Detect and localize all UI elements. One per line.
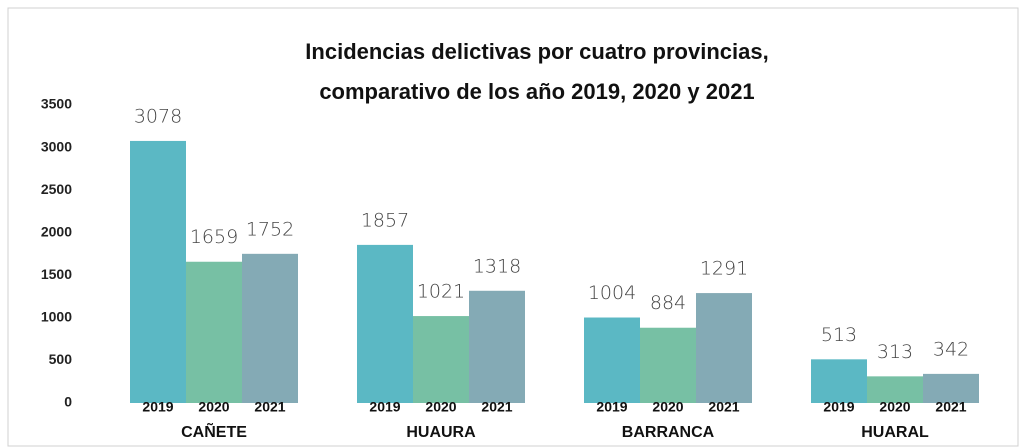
- value-label: 1004: [588, 282, 636, 304]
- series-label: 2019: [142, 399, 173, 415]
- chart-title: comparativo de los año 2019, 2020 y 2021: [319, 79, 754, 104]
- bar: [867, 376, 923, 403]
- bar: [469, 290, 525, 403]
- series-label: 2020: [879, 399, 910, 415]
- y-tick-label: 2500: [41, 181, 72, 197]
- bar: [923, 373, 979, 403]
- x-tick-label: HUARAL: [861, 424, 929, 441]
- value-label: 1318: [473, 255, 521, 277]
- x-tick-label: BARRANCA: [622, 424, 715, 441]
- bar: [413, 316, 469, 403]
- value-label: 313: [877, 341, 913, 363]
- value-label: 884: [650, 292, 686, 314]
- value-label: 1752: [246, 218, 294, 240]
- x-tick-label: CAÑETE: [181, 421, 247, 441]
- series-label: 2020: [198, 399, 229, 415]
- value-label: 1021: [417, 281, 465, 303]
- x-tick-label: HUAURA: [406, 424, 476, 441]
- series-label: 2020: [652, 399, 683, 415]
- value-label: 1857: [361, 209, 409, 231]
- bar: [130, 140, 186, 403]
- bar: [242, 253, 298, 403]
- series-label: 2019: [369, 399, 400, 415]
- y-tick-label: 1000: [41, 309, 72, 325]
- y-tick-label: 1500: [41, 266, 72, 282]
- value-label: 1659: [190, 226, 238, 248]
- bar: [811, 359, 867, 403]
- y-tick-label: 0: [64, 394, 72, 410]
- y-tick-label: 2000: [41, 223, 72, 239]
- y-tick-label: 500: [49, 351, 73, 367]
- bar: [640, 327, 696, 403]
- series-label: 2021: [708, 399, 739, 415]
- bar: [186, 261, 242, 403]
- bar: [696, 293, 752, 403]
- bar: [584, 317, 640, 403]
- series-label: 2021: [254, 399, 285, 415]
- series-label: 2019: [823, 399, 854, 415]
- y-tick-label: 3500: [41, 96, 72, 112]
- y-tick-label: 3000: [41, 138, 72, 154]
- value-label: 513: [821, 324, 857, 346]
- value-label: 3078: [134, 105, 182, 127]
- bar: [357, 244, 413, 403]
- series-label: 2020: [425, 399, 456, 415]
- chart-title: Incidencias delictivas por cuatro provin…: [305, 39, 768, 64]
- series-label: 2019: [596, 399, 627, 415]
- series-label: 2021: [481, 399, 512, 415]
- value-label: 1291: [700, 258, 748, 280]
- series-label: 2021: [935, 399, 966, 415]
- value-label: 342: [933, 338, 969, 360]
